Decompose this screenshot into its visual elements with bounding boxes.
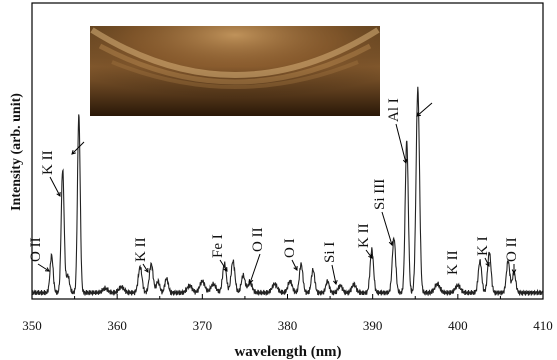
annotation-k2-353: K II — [40, 150, 56, 175]
annotation-arrow-fe1-373 — [219, 259, 228, 272]
annotation-arrowhead-k2-390 — [368, 253, 373, 259]
x-tick-label-350: 350 — [22, 318, 42, 333]
annotation-k1-403: K I — [475, 236, 491, 256]
annotation-arrow-k2-353 — [49, 176, 61, 197]
annotation-k2-400: K II — [445, 250, 461, 275]
x-tick-label-360: 360 — [107, 318, 127, 333]
x-tick-label-380: 380 — [278, 318, 298, 333]
annotation-arrowhead-peak-395 — [416, 112, 422, 117]
annotation-arrowhead-fe1-373 — [223, 266, 228, 272]
annotation-arrow-si1-384 — [331, 264, 337, 285]
x-tick-label-370: 370 — [193, 318, 213, 333]
annotation-arrowhead-o2-375 — [248, 279, 254, 284]
spectrum-line — [31, 86, 544, 297]
annotation-k2-390: K II — [356, 223, 372, 248]
x-axis-label: wavelength (nm) — [234, 344, 341, 360]
x-axis-ticks: 350 360 370 380 390 400 410 — [22, 294, 553, 333]
annotation-k2-364: K II — [133, 237, 149, 262]
annotation-arrowhead-o1-381 — [293, 265, 298, 271]
annotation-arrow-k2-390 — [365, 249, 373, 259]
annotation-o2-352: O II — [28, 237, 44, 262]
annotation-arrowhead-si1-384 — [333, 280, 338, 286]
annotation-o2-375: O II — [250, 227, 266, 252]
annotation-arrow-o1-381 — [291, 259, 298, 271]
annotation-al1-394: Al I — [386, 98, 402, 122]
annotation-arrow-o2-352 — [37, 263, 50, 272]
annotation-arrow-o2-375 — [249, 253, 261, 284]
y-axis-label: Intensity (arb. unit) — [9, 93, 24, 211]
annotation-si1-384: Si I — [322, 242, 338, 263]
annotation-o1-381: O I — [282, 238, 298, 258]
annotation-arrowhead-al1-394 — [402, 158, 408, 165]
x-tick-label-400: 400 — [448, 318, 468, 333]
annotation-arrow-k1-403 — [484, 257, 490, 267]
annotation-arrowhead-k2-353 — [56, 191, 61, 197]
x-tick-label-390: 390 — [363, 318, 383, 333]
annotation-arrow-peak-355 — [71, 141, 85, 155]
annotation-arrow-si3-392 — [381, 211, 393, 246]
inset-plasma-image — [90, 26, 380, 116]
annotation-fe1-373: Fe I — [210, 234, 226, 258]
annotation-arrowhead-o2-406 — [511, 269, 517, 275]
annotation-arrowhead-si3-392 — [388, 240, 394, 246]
annotation-arrow-k2-364 — [142, 263, 149, 273]
annotation-arrowhead-o2-352 — [44, 267, 50, 272]
annotation-arrowhead-k2-364 — [144, 267, 149, 273]
annotation-arrowhead-k1-403 — [485, 261, 490, 267]
annotation-arrow-al1-394 — [395, 123, 407, 164]
x-tick-label-410: 410 — [533, 318, 553, 333]
annotation-si3-392: Si III — [372, 179, 388, 210]
annotation-arrow-peak-395 — [416, 102, 433, 117]
annotation-arrowhead-peak-355 — [71, 150, 76, 155]
annotation-o2-406: O II — [504, 237, 520, 262]
